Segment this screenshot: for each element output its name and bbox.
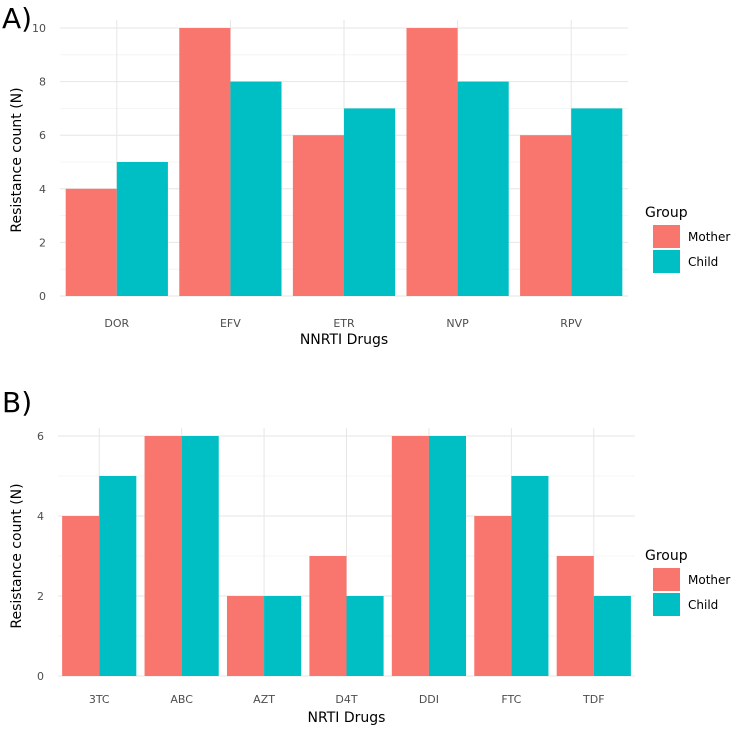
bar-child-azt bbox=[264, 596, 302, 676]
x-tick-label: NVP bbox=[446, 317, 469, 330]
bar-mother-azt bbox=[226, 596, 265, 676]
legend-key-child bbox=[653, 593, 680, 616]
x-tick-label: D4T bbox=[335, 693, 357, 706]
y-tick-label: 10 bbox=[32, 22, 46, 35]
y-tick-label: 0 bbox=[39, 290, 46, 303]
y-tick-label: 6 bbox=[39, 129, 46, 142]
legend-label: Child bbox=[688, 598, 718, 612]
x-tick-label: 3TC bbox=[89, 693, 110, 706]
bar-mother-abc bbox=[144, 436, 182, 676]
bar-child-efv bbox=[230, 81, 282, 296]
legend-label: Child bbox=[688, 255, 718, 269]
bar-child-rpv bbox=[571, 108, 623, 297]
x-tick-label: EFV bbox=[220, 317, 241, 330]
bar-mother-dor bbox=[65, 188, 117, 296]
y-axis-title: Resistance count (N) bbox=[9, 483, 25, 628]
x-axis-title: NRTI Drugs bbox=[308, 710, 386, 726]
x-tick-label: TDF bbox=[582, 693, 605, 706]
legend-label: Mother bbox=[688, 573, 730, 587]
bar-mother-etr bbox=[292, 135, 344, 296]
bar-child-dor bbox=[116, 162, 168, 296]
bar-mother-tdf bbox=[556, 556, 594, 676]
x-tick-label: AZT bbox=[253, 693, 275, 706]
bar-child-3tc bbox=[99, 476, 137, 676]
x-tick-label: RPV bbox=[560, 317, 582, 330]
panel-label: A) bbox=[2, 2, 32, 35]
legend-key-mother bbox=[653, 568, 680, 591]
panel-label: B) bbox=[2, 386, 32, 419]
legend-key-child bbox=[653, 250, 680, 273]
y-tick-label: 6 bbox=[37, 430, 44, 443]
y-tick-label: 0 bbox=[37, 670, 44, 683]
bar-mother-rpv bbox=[520, 135, 572, 296]
legend-title: Group bbox=[645, 205, 688, 221]
bar-child-abc bbox=[181, 436, 219, 676]
x-tick-label: FTC bbox=[501, 693, 521, 706]
x-tick-label: DDI bbox=[419, 693, 439, 706]
y-tick-label: 4 bbox=[37, 510, 44, 523]
legend-title: Group bbox=[645, 548, 688, 564]
bar-mother-nvp bbox=[406, 28, 458, 296]
x-axis-title: NNRTI Drugs bbox=[300, 332, 388, 348]
bar-mother-d4t bbox=[309, 556, 347, 676]
y-tick-label: 8 bbox=[39, 76, 46, 89]
y-tick-label: 2 bbox=[37, 590, 44, 603]
y-tick-label: 4 bbox=[39, 183, 46, 196]
bar-child-nvp bbox=[457, 81, 509, 296]
bar-child-etr bbox=[344, 108, 396, 297]
bar-mother-ddi bbox=[391, 436, 429, 676]
panel-b: B) 0 2 4 6 3TC ABC AZT D4T DDI FTC TDF NRTI Drugs Res… bbox=[2, 386, 730, 726]
x-tick-label: ETR bbox=[333, 317, 355, 330]
legend-label: Mother bbox=[688, 230, 730, 244]
y-tick-label: 2 bbox=[39, 236, 46, 249]
legend-key-mother bbox=[653, 225, 680, 248]
x-tick-label: DOR bbox=[104, 317, 129, 330]
panel-a: A) 0 2 4 6 8 10 DOR EFV ETR NVP RPV NNRTI Drugs Resis… bbox=[2, 2, 730, 348]
bar-child-tdf bbox=[593, 596, 631, 676]
y-axis-title: Resistance count (N) bbox=[9, 87, 25, 232]
bar-child-ftc bbox=[511, 476, 549, 676]
bar-child-d4t bbox=[346, 596, 384, 676]
bar-mother-3tc bbox=[62, 516, 100, 676]
x-tick-label: ABC bbox=[170, 693, 193, 706]
bar-child-ddi bbox=[428, 436, 467, 676]
bar-mother-efv bbox=[179, 28, 231, 296]
bar-mother-ftc bbox=[474, 516, 512, 676]
